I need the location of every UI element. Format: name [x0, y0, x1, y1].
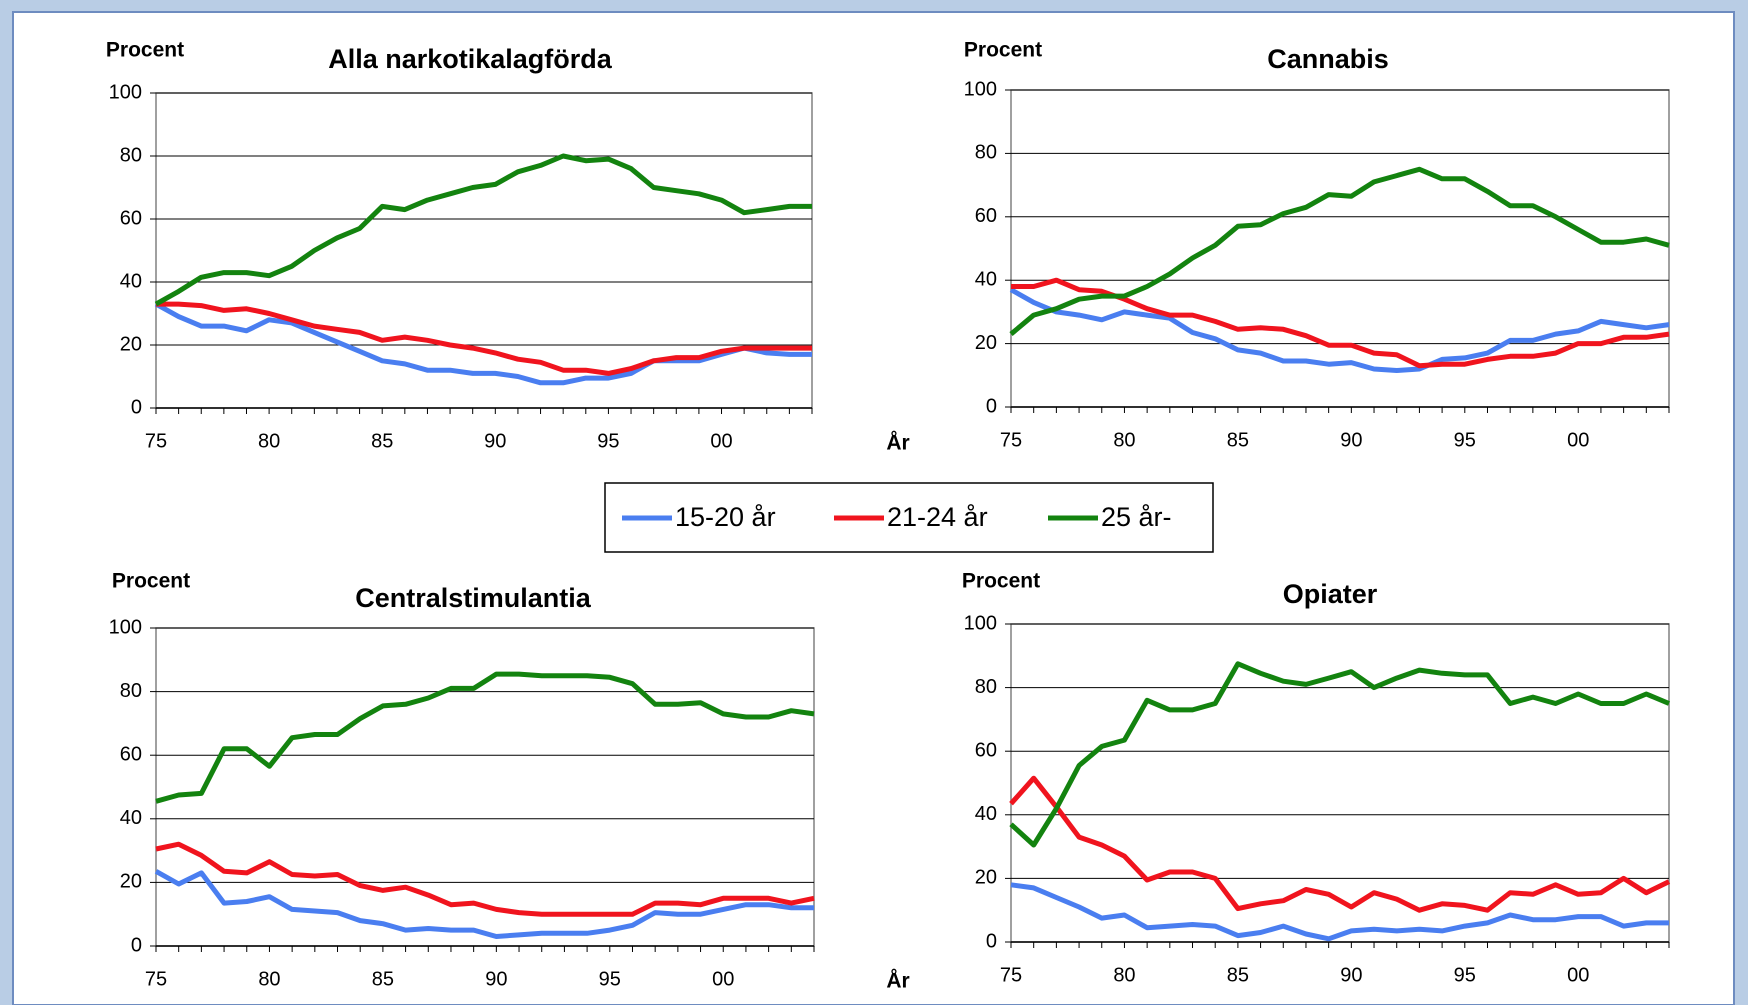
x-tick-label: 95: [597, 430, 619, 452]
y-tick-label: 40: [975, 268, 997, 290]
y-tick-label: 80: [120, 144, 142, 166]
y-axis-label: Procent: [964, 39, 1042, 62]
chart-title: Alla narkotikalagförda: [328, 44, 613, 74]
x-tick-label: 80: [258, 968, 280, 990]
x-tick-label: 00: [712, 968, 734, 990]
x-tick-label: 75: [145, 968, 167, 990]
y-tick-label: 20: [120, 871, 142, 893]
y-tick-label: 60: [120, 207, 142, 229]
y-tick-label: 80: [975, 676, 997, 698]
y-tick-label: 100: [109, 616, 142, 638]
chart-title: Opiater: [1283, 579, 1378, 609]
series-line: [1010, 882, 1669, 942]
y-axis-label: Procent: [106, 39, 184, 62]
y-tick-label: 40: [975, 803, 997, 825]
x-tick-label: 75: [1000, 964, 1022, 986]
y-axis-label: Procent: [962, 570, 1040, 593]
y-tick-label: 0: [986, 395, 997, 417]
y-tick-label: 40: [120, 807, 142, 829]
series-line: [1009, 661, 1670, 848]
y-tick-label: 100: [964, 78, 997, 100]
y-tick-label: 20: [120, 333, 142, 355]
legend-label: 21-24 år: [887, 502, 988, 532]
x-tick-label: 90: [484, 430, 506, 452]
x-tick-label: 00: [710, 430, 732, 452]
series-line: [154, 869, 814, 939]
y-tick-label: 0: [986, 930, 997, 952]
x-tick-label: 85: [1227, 964, 1249, 986]
x-tick-label: 90: [1340, 964, 1362, 986]
plot-area: [155, 92, 813, 409]
series-line: [154, 301, 812, 386]
y-axis-label: Procent: [112, 570, 190, 593]
y-tick-label: 60: [975, 205, 997, 227]
x-tick-label: 85: [372, 968, 394, 990]
x-tick-label: 75: [1000, 429, 1022, 451]
y-tick-label: 20: [975, 867, 997, 889]
x-tick-label: 85: [1227, 429, 1249, 451]
y-tick-label: 40: [120, 270, 142, 292]
x-tick-label: 90: [1340, 429, 1362, 451]
y-tick-label: 60: [975, 739, 997, 761]
x-tick-label: 75: [145, 430, 167, 452]
y-tick-label: 100: [109, 81, 142, 103]
y-tick-label: 0: [131, 396, 142, 418]
plot-area: [1010, 89, 1670, 408]
series-line: [1009, 775, 1671, 913]
x-tick-label: 80: [258, 430, 280, 452]
y-tick-label: 80: [120, 680, 142, 702]
chart-title: Centralstimulantia: [355, 583, 592, 613]
x-tick-label: 95: [1454, 964, 1476, 986]
x-tick-label: 85: [371, 430, 393, 452]
series-line: [1009, 166, 1670, 337]
plot-area: [1010, 623, 1670, 943]
x-tick-label: 95: [1454, 429, 1476, 451]
x-tick-label: 80: [1113, 964, 1135, 986]
y-tick-label: 60: [120, 743, 142, 765]
y-tick-label: 20: [975, 332, 997, 354]
chart-title: Cannabis: [1267, 44, 1389, 74]
x-tick-label: 00: [1567, 964, 1589, 986]
legend-label: 15-20 år: [675, 502, 776, 532]
y-tick-label: 80: [975, 142, 997, 164]
x-tick-label: 90: [485, 968, 507, 990]
series-line: [154, 153, 812, 307]
x-axis-label: År: [886, 969, 909, 993]
y-tick-label: 100: [964, 612, 997, 634]
x-axis-label: År: [886, 431, 909, 455]
series-line: [156, 301, 812, 376]
series-line: [155, 841, 815, 917]
x-tick-label: 95: [599, 968, 621, 990]
x-tick-label: 80: [1113, 429, 1135, 451]
legend-label: 25 år-: [1101, 502, 1172, 532]
x-tick-label: 00: [1567, 429, 1589, 451]
series-line: [155, 671, 815, 804]
y-tick-label: 0: [131, 934, 142, 956]
legend-box: [604, 482, 1214, 553]
series-line: [1009, 287, 1670, 373]
